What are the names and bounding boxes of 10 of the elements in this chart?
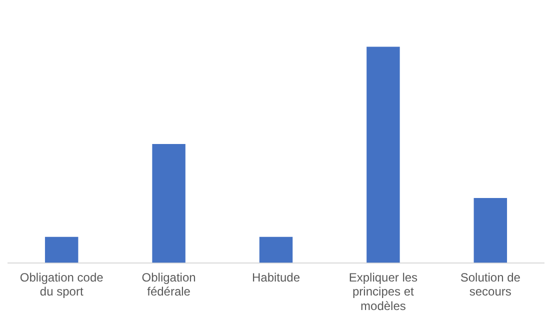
x-tick-label: Solution de secours <box>460 270 521 299</box>
x-tick-label: Obligation fédérale <box>142 270 196 299</box>
x-tick-label: Obligation code du sport <box>20 270 104 299</box>
bar <box>259 236 293 263</box>
bar <box>366 46 400 263</box>
bar <box>152 144 186 263</box>
bar <box>44 236 78 263</box>
x-tick-label: Habitude <box>252 270 300 284</box>
bar <box>474 198 508 263</box>
x-tick-label: Expliquer les principes et modèles <box>348 270 418 314</box>
